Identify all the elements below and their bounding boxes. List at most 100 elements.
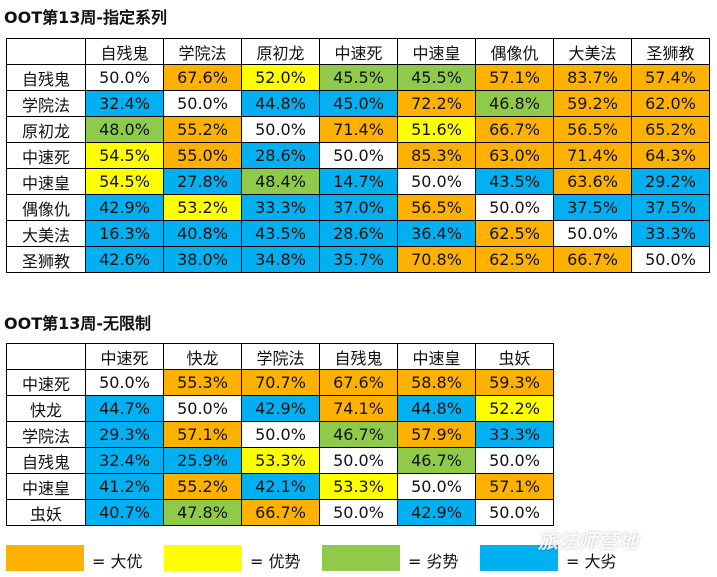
column-header: 原初龙 (241, 38, 320, 65)
winrate-cell: 70.8% (397, 246, 476, 273)
column-header: 自残鬼 (319, 343, 398, 370)
winrate-cell: 53.3% (241, 447, 320, 474)
winrate-cell: 34.8% (241, 246, 320, 273)
legend-swatch-advantage (164, 545, 242, 571)
winrate-cell: 16.3% (85, 220, 164, 247)
winrate-cell: 41.2% (85, 473, 164, 500)
winrate-cell: 57.1% (163, 421, 242, 448)
table-row: 快龙 44.7% 50.0% 42.9% 74.1% 44.8% 52.2% (6, 395, 554, 422)
column-header: 虫妖 (475, 343, 554, 370)
winrate-cell: 50.0% (319, 142, 398, 169)
legend-swatch-disadvantage (322, 545, 400, 571)
matchup-table-unlimited: 中速死 快龙 学院法 自残鬼 中速皇 虫妖 中速死 50.0% 55.3% 70.7% 67.6% 5… (6, 343, 554, 526)
row-header: 圣狮教 (6, 246, 86, 273)
row-header: 中速死 (6, 369, 86, 396)
winrate-cell: 53.2% (163, 194, 242, 221)
winrate-cell: 58.8% (397, 369, 476, 396)
winrate-cell: 27.8% (163, 168, 242, 195)
table-row: 虫妖 40.7% 47.8% 66.7% 50.0% 42.9% 50.0% (6, 499, 554, 526)
row-header: 学院法 (6, 421, 86, 448)
winrate-cell: 53.3% (319, 473, 398, 500)
winrate-cell: 52.2% (475, 395, 554, 422)
winrate-cell: 28.6% (241, 142, 320, 169)
column-header: 中速皇 (397, 343, 476, 370)
winrate-cell: 50.0% (85, 64, 164, 91)
winrate-cell: 57.1% (475, 64, 554, 91)
row-header: 自残鬼 (6, 447, 86, 474)
winrate-cell: 36.4% (397, 220, 476, 247)
winrate-cell: 42.9% (241, 395, 320, 422)
table-corner-cell (6, 343, 86, 370)
table-corner-cell (6, 38, 86, 65)
winrate-cell: 43.5% (241, 220, 320, 247)
winrate-cell: 42.1% (241, 473, 320, 500)
legend-label-disadvantage: = 劣势 (408, 552, 459, 571)
winrate-cell: 57.4% (631, 64, 710, 91)
winrate-cell: 32.4% (85, 447, 164, 474)
table-row: 自残鬼 32.4% 25.9% 53.3% 50.0% 46.7% 50.0% (6, 447, 554, 474)
winrate-cell: 67.6% (163, 64, 242, 91)
winrate-cell: 45.0% (319, 90, 398, 117)
column-header: 学院法 (163, 38, 242, 65)
winrate-cell: 43.5% (475, 168, 554, 195)
legend-label-big-advantage: = 大优 (92, 552, 143, 571)
winrate-cell: 33.3% (475, 421, 554, 448)
column-header: 学院法 (241, 343, 320, 370)
table-header-row: 中速死 快龙 学院法 自残鬼 中速皇 虫妖 (6, 343, 554, 370)
row-header: 快龙 (6, 395, 86, 422)
winrate-cell: 54.5% (85, 168, 164, 195)
winrate-cell: 29.2% (631, 168, 710, 195)
winrate-cell: 65.2% (631, 116, 710, 143)
table-row: 大美法 16.3% 40.8% 43.5% 28.6% 36.4% 62.5% 50.0% 33… (6, 220, 710, 247)
table-row: 中速皇 54.5% 27.8% 48.4% 14.7% 50.0% 43.5% 63.6% 29… (6, 168, 710, 195)
winrate-cell: 46.7% (397, 447, 476, 474)
winrate-cell: 50.0% (475, 447, 554, 474)
winrate-cell: 62.5% (475, 246, 554, 273)
winrate-cell: 55.2% (163, 473, 242, 500)
winrate-cell: 63.6% (553, 168, 632, 195)
winrate-cell: 52.0% (241, 64, 320, 91)
winrate-cell: 32.4% (85, 90, 164, 117)
winrate-cell: 50.0% (319, 447, 398, 474)
winrate-cell: 35.7% (319, 246, 398, 273)
winrate-cell: 57.1% (475, 473, 554, 500)
column-header: 中速死 (319, 38, 398, 65)
winrate-cell: 59.2% (553, 90, 632, 117)
winrate-cell: 50.0% (241, 421, 320, 448)
winrate-cell: 55.0% (163, 142, 242, 169)
table-row: 中速死 50.0% 55.3% 70.7% 67.6% 58.8% 59.3% (6, 369, 554, 396)
winrate-cell: 40.7% (85, 499, 164, 526)
row-header: 大美法 (6, 220, 86, 247)
row-header: 偶像仇 (6, 194, 86, 221)
winrate-cell: 66.7% (553, 246, 632, 273)
winrate-cell: 62.5% (475, 220, 554, 247)
row-header: 中速皇 (6, 168, 86, 195)
table1-title: OOT第13周-指定系列 (4, 8, 168, 27)
winrate-cell: 50.0% (163, 90, 242, 117)
winrate-cell: 50.0% (241, 116, 320, 143)
winrate-cell: 14.7% (319, 168, 398, 195)
table-row: 中速死 54.5% 55.0% 28.6% 50.0% 85.3% 63.0% 71.4% 64… (6, 142, 710, 169)
column-header: 中速死 (85, 343, 164, 370)
winrate-cell: 50.0% (163, 395, 242, 422)
winrate-cell: 54.5% (85, 142, 164, 169)
winrate-cell: 50.0% (319, 499, 398, 526)
winrate-cell: 63.0% (475, 142, 554, 169)
legend-swatch-big-advantage (6, 545, 84, 571)
winrate-cell: 44.8% (397, 395, 476, 422)
table-row: 学院法 29.3% 57.1% 50.0% 46.7% 57.9% 33.3% (6, 421, 554, 448)
winrate-cell: 45.5% (319, 64, 398, 91)
winrate-cell: 42.9% (397, 499, 476, 526)
winrate-cell: 47.8% (163, 499, 242, 526)
table-row: 自残鬼 50.0% 67.6% 52.0% 45.5% 45.5% 57.1% 83.7% 57… (6, 64, 710, 91)
winrate-cell: 67.6% (319, 369, 398, 396)
row-header: 原初龙 (6, 116, 86, 143)
winrate-cell: 45.5% (397, 64, 476, 91)
table-row: 圣狮教 42.6% 38.0% 34.8% 35.7% 70.8% 62.5% 66.7% 50… (6, 246, 710, 273)
winrate-cell: 64.3% (631, 142, 710, 169)
table2-title: OOT第13周-无限制 (4, 314, 152, 333)
winrate-cell: 71.4% (553, 142, 632, 169)
column-header: 自残鬼 (85, 38, 164, 65)
winrate-cell: 42.9% (85, 194, 164, 221)
winrate-cell: 25.9% (163, 447, 242, 474)
